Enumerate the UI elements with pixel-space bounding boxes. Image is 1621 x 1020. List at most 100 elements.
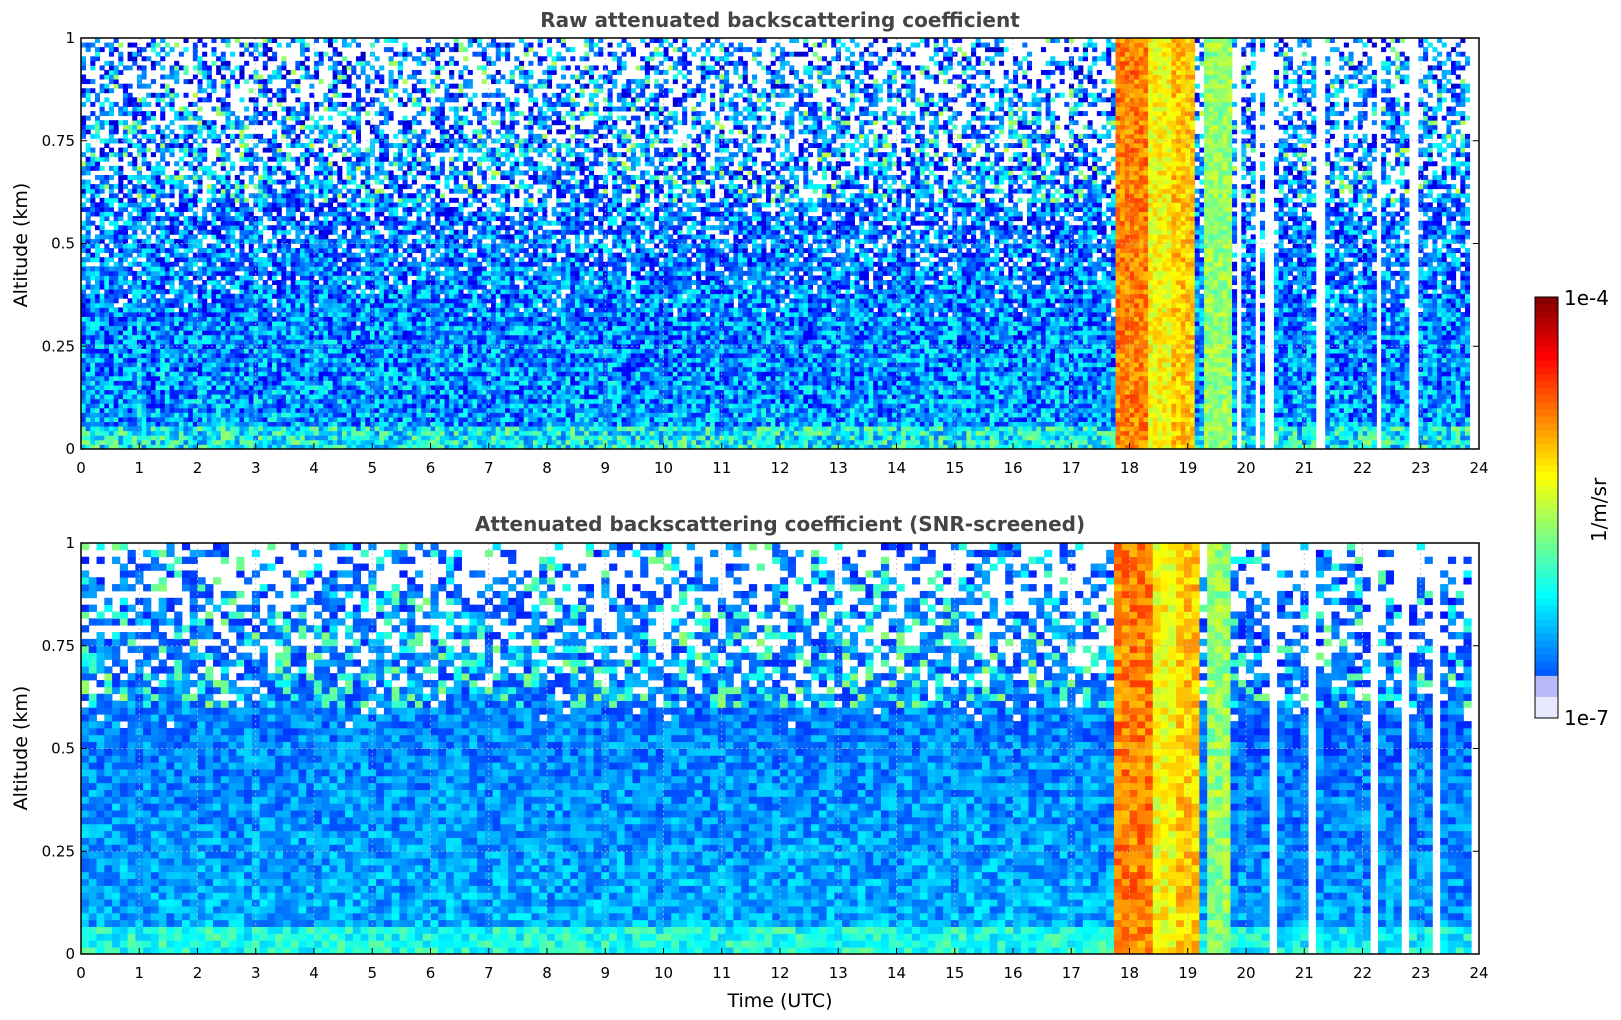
heat-cell [328, 207, 333, 212]
heat-cell [281, 266, 286, 271]
heat-cell [272, 234, 277, 239]
heat-cell [114, 234, 119, 239]
heat-cell [216, 266, 221, 271]
heat-cell [142, 376, 147, 381]
heat-cell [221, 298, 226, 303]
heat-cell [146, 440, 151, 445]
heat-cell [132, 335, 137, 340]
heat-cell [351, 161, 356, 166]
heat-cell [104, 381, 109, 386]
heat-cell [375, 312, 380, 317]
heat-cell [412, 426, 417, 431]
heat-cell [281, 335, 286, 340]
heat-cell [207, 321, 212, 326]
heat-cell [95, 56, 100, 61]
heat-cell [160, 371, 165, 376]
heat-cell [379, 152, 384, 157]
heat-cell [109, 321, 114, 326]
heat-cell [114, 362, 119, 367]
heat-cell [319, 289, 324, 294]
heat-cell [165, 394, 170, 399]
heat-cell [146, 408, 151, 413]
heat-cell [314, 216, 319, 221]
heat-cell [365, 202, 370, 207]
heat-cell [202, 170, 207, 175]
heat-cell [267, 102, 272, 107]
heat-cell [384, 330, 389, 335]
heat-cell [86, 312, 91, 317]
heat-cell [398, 330, 403, 335]
heat-cell [379, 335, 384, 340]
heat-cell [267, 184, 272, 189]
heat-cell [337, 271, 342, 276]
heat-cell [174, 435, 179, 440]
heat-cell [244, 381, 249, 386]
heat-cell [151, 431, 156, 436]
heat-cell [211, 371, 216, 376]
heat-cell [81, 65, 86, 70]
heat-cell [225, 193, 230, 198]
heat-cell [365, 417, 370, 422]
heat-cell [267, 88, 272, 93]
heat-cell [272, 189, 277, 194]
heat-cell [258, 394, 263, 399]
heat-cell [286, 399, 291, 404]
heat-cell [225, 266, 230, 271]
heat-cell [337, 148, 342, 153]
heat-cell [263, 52, 268, 57]
heat-cell [342, 56, 347, 61]
heat-cell [277, 152, 282, 157]
heat-cell [267, 435, 272, 440]
heat-cell [249, 253, 254, 258]
heat-cell [365, 403, 370, 408]
heat-cell [337, 317, 342, 322]
heat-cell [258, 285, 263, 290]
heat-cell [160, 262, 165, 267]
heat-cell [286, 271, 291, 276]
heat-cell [263, 403, 268, 408]
heat-cell [342, 221, 347, 226]
heat-cell [123, 349, 128, 354]
heat-cell [225, 390, 230, 395]
heat-cell [300, 381, 305, 386]
heat-cell [337, 285, 342, 290]
heat-cell [123, 426, 128, 431]
heat-cell [244, 422, 249, 427]
heat-cell [342, 230, 347, 235]
heat-cell [277, 435, 282, 440]
heat-cell [263, 426, 268, 431]
heat-cell [263, 440, 268, 445]
heat-cell [351, 107, 356, 112]
heat-cell [81, 312, 86, 317]
heat-cell [225, 294, 230, 299]
heat-cell [104, 358, 109, 363]
heat-cell [314, 125, 319, 130]
heat-cell [198, 166, 203, 171]
heat-cell [188, 303, 193, 308]
heat-cell [95, 202, 100, 207]
heat-cell [146, 285, 151, 290]
heat-cell [109, 107, 114, 112]
heat-cell [277, 157, 282, 162]
heat-cell [239, 303, 244, 308]
heat-cell [407, 408, 412, 413]
heat-cell [225, 125, 230, 130]
heat-cell [132, 371, 137, 376]
heat-cell [300, 175, 305, 180]
heat-cell [403, 317, 408, 322]
heat-cell [286, 431, 291, 436]
heat-cell [239, 371, 244, 376]
heat-cell [379, 371, 384, 376]
heat-cell [356, 216, 361, 221]
heat-cell [198, 339, 203, 344]
heat-cell [272, 152, 277, 157]
heat-cell [393, 381, 398, 386]
heat-cell [151, 266, 156, 271]
heat-cell [300, 335, 305, 340]
heat-cell [365, 394, 370, 399]
heat-cell [156, 143, 161, 148]
heat-cell [328, 161, 333, 166]
heat-cell [291, 253, 296, 258]
heat-cell [389, 294, 394, 299]
heat-cell [146, 207, 151, 212]
